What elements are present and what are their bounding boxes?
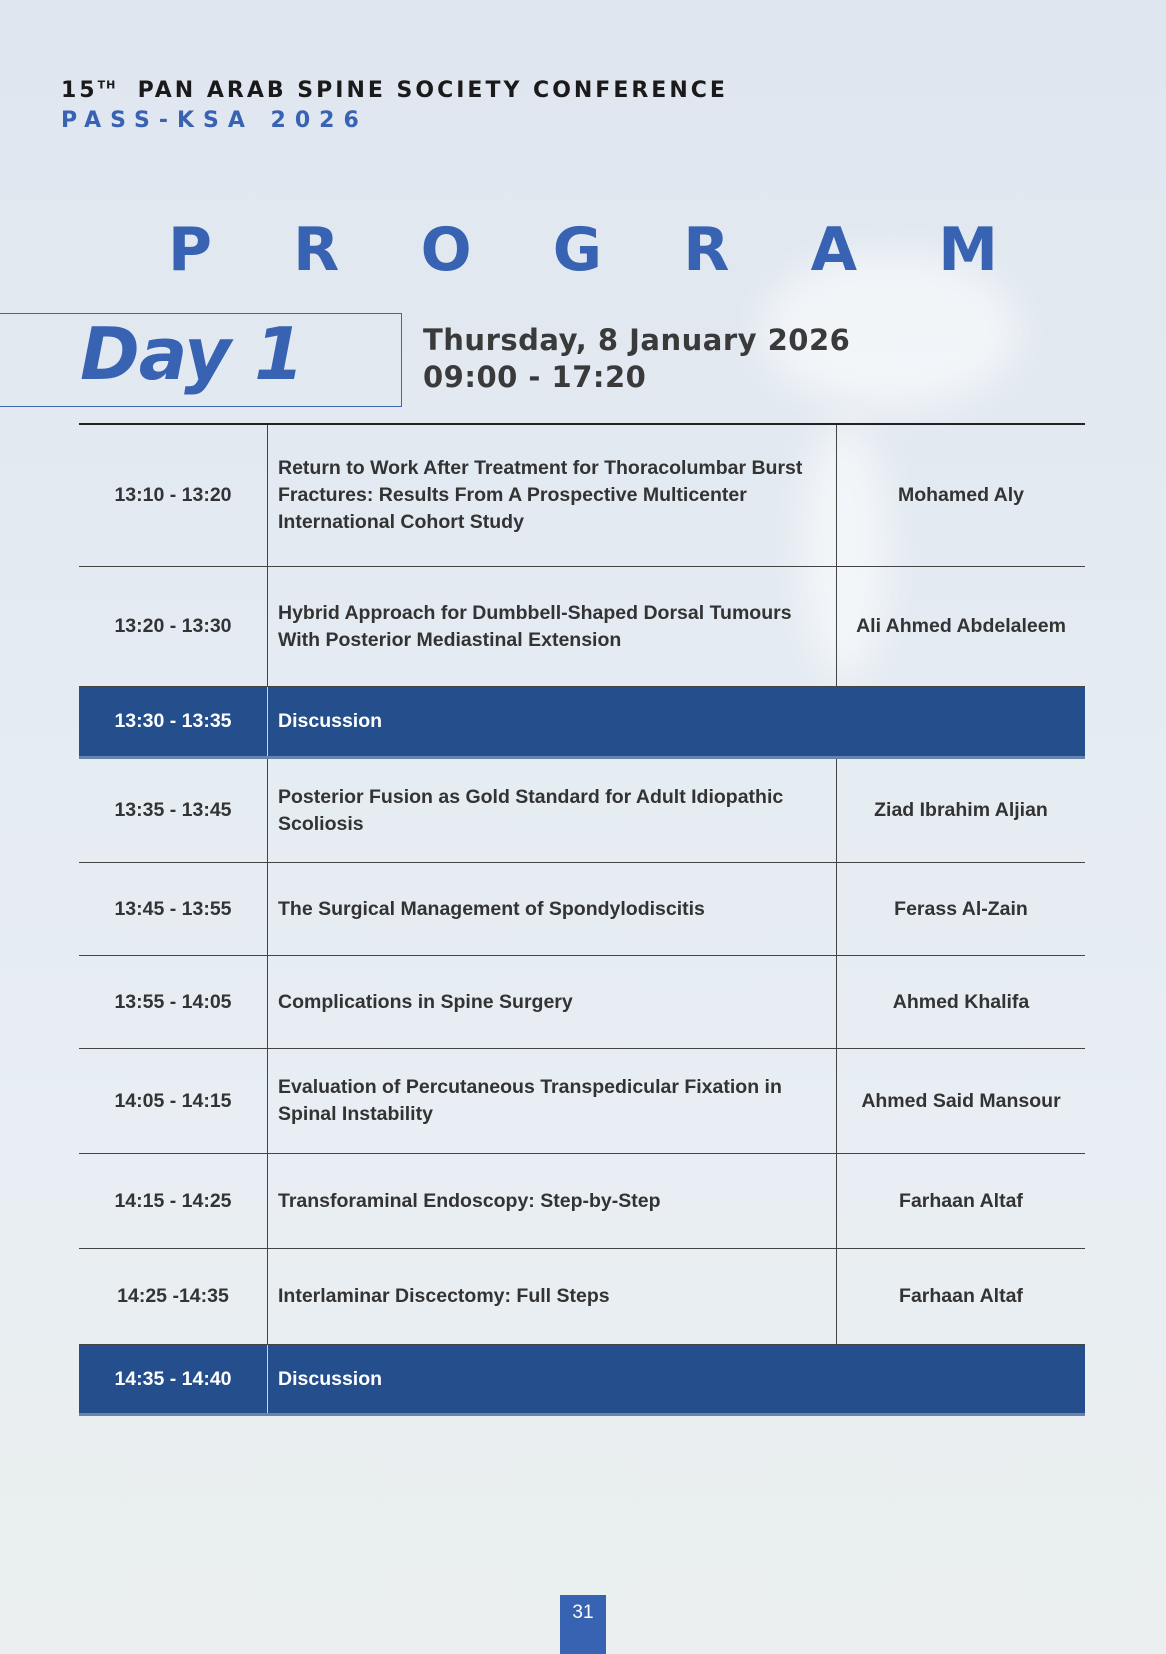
session-time-text: 13:20 - 13:30	[114, 615, 232, 637]
program-letter: P	[168, 215, 212, 285]
session-speaker: Farhaan Altaf	[837, 1154, 1085, 1248]
session-time-text: 13:10 - 13:20	[114, 484, 232, 506]
session-time: 13:30 - 13:35	[79, 687, 268, 756]
conference-title: 15TH PAN ARAB SPINE SOCIETY CONFERENCE	[61, 78, 728, 103]
session-title: The Surgical Management of Spondylodisci…	[268, 863, 837, 955]
session-speaker: Ziad Ibrahim Aljian	[837, 759, 1085, 862]
session-speaker-text: Ziad Ibrahim Aljian	[874, 799, 1048, 821]
day-box	[0, 313, 402, 407]
session-title: Interlaminar Discectomy: Full Steps	[268, 1249, 837, 1344]
session-title-text: Hybrid Approach for Dumbbell-Shaped Dors…	[278, 601, 792, 651]
session-row: 13:45 - 13:55 The Surgical Management of …	[79, 863, 1085, 956]
session-speaker-text: Ferass Al-Zain	[894, 897, 1028, 920]
session-speaker: Mohamed Aly	[837, 425, 1085, 566]
session-time-text: 13:55 - 14:05	[114, 990, 232, 1013]
session-speaker-text: Farhaan Altaf	[899, 1189, 1023, 1212]
session-time: 14:05 - 14:15	[79, 1049, 268, 1153]
session-title-text: Evaluation of Percutaneous Transpedicula…	[278, 1076, 782, 1125]
program-letter: O	[420, 215, 472, 285]
discussion-row: 14:35 - 14:40 Discussion	[79, 1345, 1085, 1416]
session-time: 14:15 - 14:25	[79, 1154, 268, 1248]
discussion-row: 13:30 - 13:35 Discussion	[79, 687, 1085, 759]
session-time-text: 14:35 - 14:40	[114, 1367, 232, 1390]
session-title: Return to Work After Treatment for Thora…	[268, 425, 837, 566]
session-title: Hybrid Approach for Dumbbell-Shaped Dors…	[268, 567, 837, 686]
hours-text: 09:00 - 17:20	[423, 360, 647, 394]
session-speaker-text: Farhaan Altaf	[899, 1285, 1023, 1307]
session-time-text: 13:45 - 13:55	[114, 897, 232, 920]
session-title-text: Transforaminal Endoscopy: Step-by-Step	[278, 1189, 661, 1212]
session-title-text: Discussion	[278, 710, 383, 732]
session-time-text: 14:05 - 14:15	[114, 1089, 232, 1112]
session-title: Discussion	[268, 1345, 1085, 1413]
session-time: 13:10 - 13:20	[79, 425, 268, 566]
conference-subtitle: PASS-KSA 2026	[61, 108, 368, 133]
program-letter: R	[683, 215, 730, 285]
session-time: 13:20 - 13:30	[79, 567, 268, 686]
session-title: Posterior Fusion as Gold Standard for Ad…	[268, 759, 837, 862]
session-time-text: 14:25 -14:35	[117, 1285, 229, 1307]
session-title-text: Posterior Fusion as Gold Standard for Ad…	[278, 785, 784, 835]
session-speaker-text: Ahmed Khalifa	[892, 990, 1030, 1013]
session-time-text: 13:35 - 13:45	[114, 799, 232, 821]
background-spine	[800, 420, 890, 680]
day-date: Thursday, 8 January 2026 09:00 - 17:20	[423, 322, 850, 396]
session-time-text: 13:30 - 13:35	[114, 710, 232, 732]
session-row: 14:05 - 14:15 Evaluation of Percutaneous …	[79, 1049, 1085, 1154]
session-speaker: Ahmed Said Mansour	[837, 1049, 1085, 1153]
session-time: 14:35 - 14:40	[79, 1345, 268, 1413]
session-time: 13:45 - 13:55	[79, 863, 268, 955]
background-cloud	[760, 250, 1020, 410]
session-time: 13:55 - 14:05	[79, 956, 268, 1048]
session-time: 13:35 - 13:45	[79, 759, 268, 862]
session-title-text: Complications in Spine Surgery	[278, 990, 573, 1013]
program-letter: A	[810, 215, 858, 285]
session-title-text: Discussion	[278, 1367, 383, 1390]
session-speaker-text: Ali Ahmed Abdelaleem	[856, 615, 1066, 637]
session-row: 13:10 - 13:20 Return to Work After Treatm…	[79, 425, 1085, 567]
date-text: Thursday, 8 January 2026	[423, 323, 851, 357]
session-title-text: Interlaminar Discectomy: Full Steps	[278, 1285, 610, 1307]
session-time-text: 14:15 - 14:25	[114, 1189, 232, 1212]
program-letter: G	[552, 215, 603, 285]
session-title-text: Return to Work After Treatment for Thora…	[278, 457, 803, 533]
session-title: Transforaminal Endoscopy: Step-by-Step	[268, 1154, 837, 1248]
session-speaker: Farhaan Altaf	[837, 1249, 1085, 1344]
session-title: Discussion	[268, 687, 1085, 756]
session-speaker: Ferass Al-Zain	[837, 863, 1085, 955]
session-title-text: The Surgical Management of Spondylodisci…	[278, 897, 705, 920]
session-speaker: Ahmed Khalifa	[837, 956, 1085, 1048]
session-row: 13:55 - 14:05 Complications in Spine Surg…	[79, 956, 1085, 1049]
program-letter: M	[938, 215, 998, 285]
day-label: Day 1	[80, 312, 304, 396]
session-row: 13:35 - 13:45 Posterior Fusion as Gold St…	[79, 759, 1085, 863]
session-row: 13:20 - 13:30 Hybrid Approach for Dumbbel…	[79, 567, 1085, 687]
session-speaker-text: Mohamed Aly	[897, 484, 1025, 506]
schedule-table: 13:10 - 13:20 Return to Work After Treatm…	[79, 423, 1085, 1416]
session-row: 14:15 - 14:25 Transforaminal Endoscopy: S…	[79, 1154, 1085, 1249]
session-title: Complications in Spine Surgery	[268, 956, 837, 1048]
session-speaker-text: Ahmed Said Mansour	[861, 1089, 1061, 1112]
session-time: 14:25 -14:35	[79, 1249, 268, 1344]
program-letter: R	[293, 215, 340, 285]
page-number: 31	[560, 1595, 606, 1654]
session-speaker: Ali Ahmed Abdelaleem	[837, 567, 1085, 686]
session-title: Evaluation of Percutaneous Transpedicula…	[268, 1049, 837, 1153]
session-row: 14:25 -14:35 Interlaminar Discectomy: Ful…	[79, 1249, 1085, 1345]
